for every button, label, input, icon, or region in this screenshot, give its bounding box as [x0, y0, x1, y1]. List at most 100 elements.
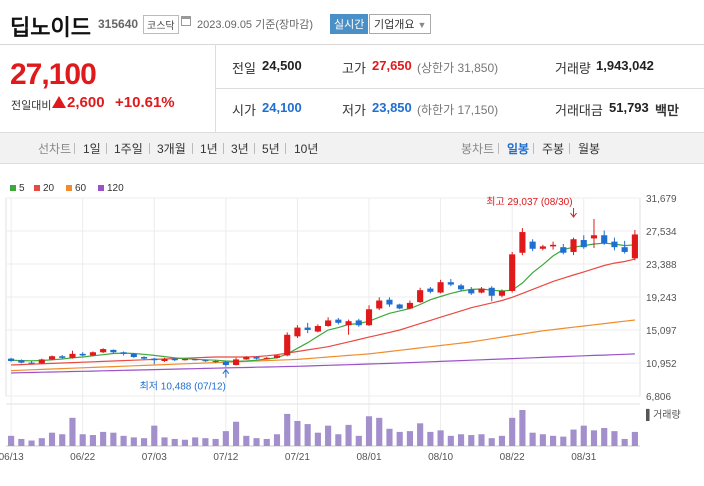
candle-body [38, 359, 45, 364]
volume-bar [253, 438, 260, 446]
volume-bar [519, 410, 526, 446]
upper-limit: (상한가 31,850) [417, 61, 499, 75]
candle-body [519, 232, 526, 253]
candle-body [233, 359, 240, 366]
period-5y[interactable]: 5년 [262, 142, 280, 156]
legend-label: 20 [43, 183, 55, 194]
high-marker-arrowhead [570, 212, 577, 218]
candle-body [110, 349, 117, 353]
volume-bar [631, 431, 638, 446]
legend-label: 60 [75, 183, 87, 194]
candle-body [406, 302, 413, 309]
company-info-button[interactable]: 기업개요 ▼ [369, 14, 432, 34]
legend-ma20: 20 [34, 183, 54, 194]
x-tick-label: 08/31 [571, 452, 596, 463]
candle-body [447, 282, 454, 285]
x-tick-label: 08/22 [500, 452, 525, 463]
amount-value: 51,793 [609, 100, 649, 115]
period-monthly[interactable]: 월봉 [578, 142, 601, 156]
candle-body [161, 359, 168, 362]
candle-body [550, 244, 557, 247]
candle-body [273, 355, 281, 358]
volume-bar [539, 434, 546, 446]
candle-body [140, 357, 148, 359]
ma20-line [11, 258, 636, 366]
candle-body [222, 361, 229, 366]
volume-bar [325, 425, 332, 446]
period-daily[interactable]: 일봉 [507, 142, 530, 156]
candle-body [69, 353, 76, 358]
low-value: 23,850 [372, 100, 412, 115]
candle-body [100, 349, 107, 353]
volume-label: ▌거래량 [646, 408, 681, 422]
y-tick-label: 6,806 [646, 392, 671, 403]
ma120-line [11, 353, 635, 374]
volume-bar [498, 435, 506, 446]
candle-body [580, 240, 587, 248]
volume-bar [478, 434, 485, 446]
volume-bar [120, 435, 127, 446]
volume-bar [161, 437, 168, 446]
candle-body [376, 300, 383, 309]
candle-body [8, 358, 15, 362]
volume-label: 거래량 [555, 61, 591, 76]
period-1y[interactable]: 1년 [200, 142, 218, 156]
volume-bar [222, 431, 229, 446]
divider [149, 143, 150, 154]
volume-bar [18, 438, 25, 446]
candle-body [284, 334, 291, 356]
candle-body [427, 288, 434, 292]
candle-body [192, 359, 199, 361]
change-percent: +10.61% [115, 94, 175, 111]
stock-chart[interactable]: 31,679 27,534 23,388 19,243 15,097 10,952 6,80… [0, 194, 704, 486]
period-1d[interactable]: 1일 [83, 142, 101, 156]
legend-swatch [98, 185, 104, 192]
volume-bar [38, 438, 45, 446]
x-tick-label: 06/13 [0, 452, 24, 463]
line-chart-label: 선차트 [38, 142, 72, 156]
candle-chart-label: 봉차트 [461, 142, 495, 156]
company-info-label: 기업개요 [374, 19, 415, 31]
open-value: 24,100 [262, 100, 302, 115]
candle-body [468, 289, 475, 294]
period-3m[interactable]: 3개월 [157, 142, 186, 156]
volume-bar [427, 431, 434, 446]
volume-bar [69, 417, 76, 446]
stock-header: 딥노이드 315640 코스닥 2023.09.05 기준(장마감) 실시간 기… [0, 0, 704, 45]
realtime-button[interactable]: 실시간 [330, 14, 369, 34]
period-10y[interactable]: 10년 [294, 142, 319, 156]
amount-label: 거래대금 [555, 103, 603, 118]
volume-bar [376, 417, 383, 446]
volume-bar [314, 432, 321, 446]
candle-body [488, 287, 495, 296]
x-tick-label: 08/01 [357, 452, 382, 463]
candle-body [202, 360, 209, 362]
candle-body [529, 241, 536, 249]
candle-body [130, 353, 137, 358]
divider [498, 143, 499, 154]
legend-swatch [66, 185, 72, 192]
calendar-icon [181, 16, 191, 26]
period-weekly[interactable]: 주봉 [542, 142, 565, 156]
current-price: 27,100 [10, 58, 97, 91]
stock-code: 315640 [98, 17, 139, 31]
candle-body [631, 234, 638, 259]
legend-swatch [10, 185, 16, 192]
y-tick-label: 10,952 [646, 359, 677, 370]
volume-bar [192, 437, 199, 446]
period-1w[interactable]: 1주일 [114, 142, 143, 156]
volume-bar [130, 437, 137, 446]
x-tick-label: 06/22 [70, 452, 95, 463]
volume-bar [212, 438, 219, 446]
period-3y[interactable]: 3년 [231, 142, 249, 156]
volume-bar [171, 438, 178, 446]
candle-body [457, 285, 465, 290]
candle-body [570, 239, 577, 252]
volume-bar [365, 416, 373, 446]
high-value: 27,650 [372, 58, 412, 73]
volume-bar [509, 417, 516, 446]
candle-body [304, 327, 311, 330]
volume-bar [110, 432, 117, 446]
candle-body [498, 290, 506, 296]
volume-bar [386, 428, 393, 446]
